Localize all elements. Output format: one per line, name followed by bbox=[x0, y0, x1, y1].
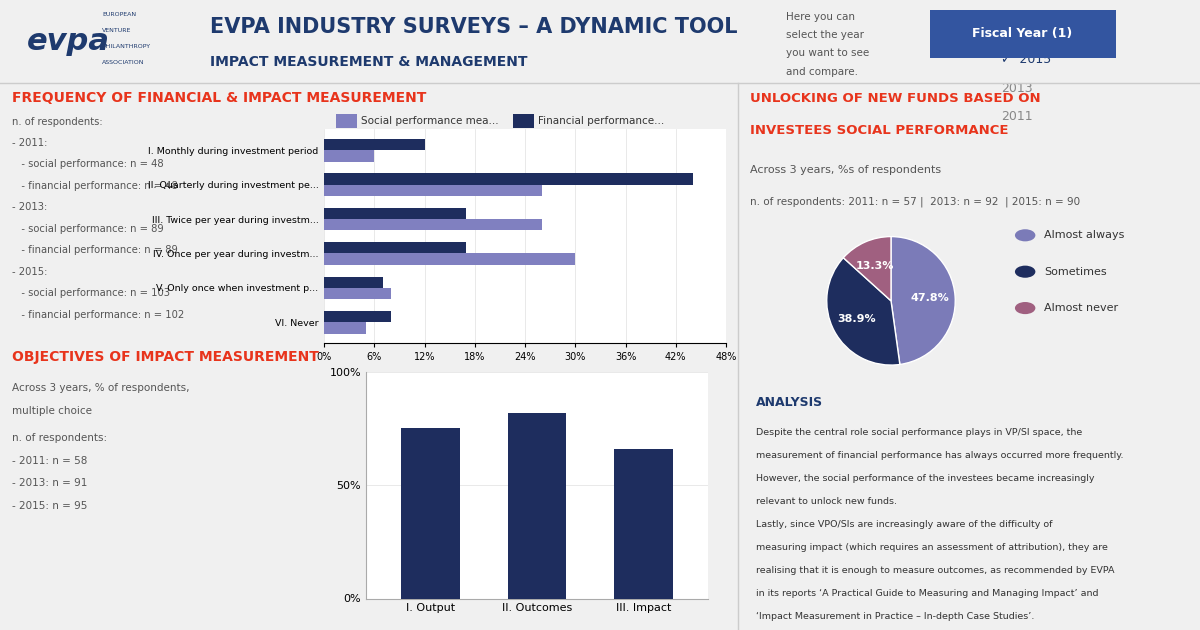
Text: Across 3 years, % of respondents,: Across 3 years, % of respondents, bbox=[12, 383, 190, 393]
Text: VENTURE: VENTURE bbox=[102, 28, 131, 33]
Text: select the year: select the year bbox=[786, 30, 864, 40]
Bar bbox=[324, 185, 541, 196]
Bar bbox=[324, 253, 575, 265]
Text: INVESTEES SOCIAL PERFORMANCE: INVESTEES SOCIAL PERFORMANCE bbox=[750, 125, 1008, 137]
Text: - social performance: n = 48: - social performance: n = 48 bbox=[12, 159, 163, 169]
Text: IMPACT MEASUREMENT & MANAGEMENT: IMPACT MEASUREMENT & MANAGEMENT bbox=[210, 55, 528, 69]
Text: Here you can: Here you can bbox=[786, 11, 854, 21]
Text: - financial performance: n = 89: - financial performance: n = 89 bbox=[12, 245, 178, 255]
Text: n. of respondents:: n. of respondents: bbox=[12, 433, 107, 443]
Text: Almost always: Almost always bbox=[1044, 231, 1124, 240]
Bar bbox=[324, 208, 467, 219]
Text: EVPA INDUSTRY SURVEYS – A DYNAMIC TOOL: EVPA INDUSTRY SURVEYS – A DYNAMIC TOOL bbox=[210, 16, 738, 37]
Text: - social performance: n = 103: - social performance: n = 103 bbox=[12, 289, 170, 299]
Text: Social performance mea...: Social performance mea... bbox=[361, 116, 498, 126]
Text: evpa: evpa bbox=[26, 27, 109, 56]
Wedge shape bbox=[890, 236, 955, 365]
Bar bbox=[401, 428, 460, 598]
Text: UNLOCKING OF NEW FUNDS BASED ON: UNLOCKING OF NEW FUNDS BASED ON bbox=[750, 92, 1040, 105]
Text: realising that it is enough to measure outcomes, as recommended by EVPA: realising that it is enough to measure o… bbox=[756, 566, 1115, 575]
Text: ASSOCIATION: ASSOCIATION bbox=[102, 60, 144, 65]
Text: 38.9%: 38.9% bbox=[838, 314, 876, 324]
Text: n. of respondents:: n. of respondents: bbox=[12, 117, 103, 127]
Bar bbox=[512, 115, 534, 127]
Text: - social performance: n = 89: - social performance: n = 89 bbox=[12, 224, 163, 234]
Bar bbox=[324, 242, 467, 253]
Text: measurement of financial performance has always occurred more frequently.: measurement of financial performance has… bbox=[756, 451, 1123, 460]
Bar bbox=[614, 449, 673, 598]
Text: ✓  2015: ✓ 2015 bbox=[1001, 54, 1051, 66]
Circle shape bbox=[1015, 302, 1036, 314]
Text: 2011: 2011 bbox=[1001, 110, 1033, 123]
Bar bbox=[324, 219, 541, 231]
Text: in its reports ‘A Practical Guide to Measuring and Managing Impact’ and: in its reports ‘A Practical Guide to Mea… bbox=[756, 589, 1099, 598]
Circle shape bbox=[1015, 266, 1036, 278]
Text: Despite the central role social performance plays in VP/SI space, the: Despite the central role social performa… bbox=[756, 428, 1082, 437]
Text: measuring impact (which requires an assessment of attribution), they are: measuring impact (which requires an asse… bbox=[756, 543, 1108, 552]
Text: ‘Impact Measurement in Practice – In-depth Case Studies’.: ‘Impact Measurement in Practice – In-dep… bbox=[756, 612, 1034, 621]
Text: - 2011: n = 58: - 2011: n = 58 bbox=[12, 455, 88, 466]
Bar bbox=[324, 150, 374, 161]
Text: Sometimes: Sometimes bbox=[1044, 266, 1106, 277]
Text: Across 3 years, %s of respondents: Across 3 years, %s of respondents bbox=[750, 165, 941, 175]
Text: multiple choice: multiple choice bbox=[12, 406, 92, 416]
Text: FREQUENCY OF FINANCIAL & IMPACT MEASUREMENT: FREQUENCY OF FINANCIAL & IMPACT MEASUREM… bbox=[12, 91, 426, 105]
Text: - 2015: n = 95: - 2015: n = 95 bbox=[12, 501, 88, 511]
Text: - financial performance: n = 102: - financial performance: n = 102 bbox=[12, 310, 185, 320]
Text: - 2015:: - 2015: bbox=[12, 267, 47, 277]
Text: - 2013: n = 91: - 2013: n = 91 bbox=[12, 478, 88, 488]
Text: - financial performance: n = 48: - financial performance: n = 48 bbox=[12, 181, 178, 191]
Text: you want to see: you want to see bbox=[786, 49, 869, 58]
Text: n. of respondents: 2011: n = 57 |  2013: n = 92  | 2015: n = 90: n. of respondents: 2011: n = 57 | 2013: … bbox=[750, 196, 1080, 207]
Text: ANALYSIS: ANALYSIS bbox=[756, 396, 823, 410]
Text: - 2011:: - 2011: bbox=[12, 138, 47, 148]
Bar bbox=[324, 173, 692, 185]
Text: and compare.: and compare. bbox=[786, 67, 858, 76]
Text: PHILANTHROPY: PHILANTHROPY bbox=[102, 44, 150, 49]
Bar bbox=[336, 115, 358, 127]
Bar bbox=[324, 277, 383, 288]
Text: Financial performance...: Financial performance... bbox=[538, 116, 664, 126]
Text: - 2013:: - 2013: bbox=[12, 202, 47, 212]
Wedge shape bbox=[827, 258, 900, 365]
Text: 13.3%: 13.3% bbox=[856, 261, 894, 271]
Text: relevant to unlock new funds.: relevant to unlock new funds. bbox=[756, 497, 898, 506]
Text: Fiscal Year (1): Fiscal Year (1) bbox=[972, 26, 1073, 40]
Bar bbox=[324, 311, 391, 323]
Wedge shape bbox=[844, 236, 892, 301]
Text: OBJECTIVES OF IMPACT MEASUREMENT: OBJECTIVES OF IMPACT MEASUREMENT bbox=[12, 350, 319, 364]
Bar bbox=[324, 323, 366, 334]
Bar bbox=[324, 288, 391, 299]
Text: However, the social performance of the investees became increasingly: However, the social performance of the i… bbox=[756, 474, 1094, 483]
Bar bbox=[508, 413, 566, 598]
Text: 2013: 2013 bbox=[1001, 82, 1033, 94]
Text: EUROPEAN: EUROPEAN bbox=[102, 13, 136, 18]
Text: 47.8%: 47.8% bbox=[910, 293, 949, 303]
FancyBboxPatch shape bbox=[930, 10, 1116, 58]
Text: Almost never: Almost never bbox=[1044, 303, 1118, 313]
Text: Lastly, since VPO/SIs are increasingly aware of the difficulty of: Lastly, since VPO/SIs are increasingly a… bbox=[756, 520, 1052, 529]
Circle shape bbox=[1015, 229, 1036, 241]
Bar bbox=[324, 139, 425, 150]
